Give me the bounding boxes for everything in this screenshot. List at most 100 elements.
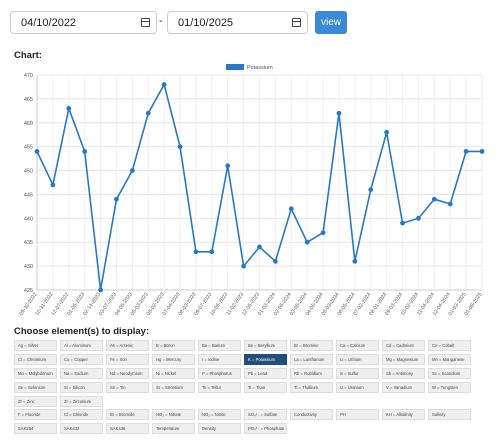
date-from-input[interactable]: 04/10/2022 — [10, 11, 157, 34]
data-point — [145, 110, 151, 116]
element-option[interactable]: Be = Beryllium — [244, 340, 287, 351]
y-tick-label: 425 — [24, 288, 33, 294]
y-tick-label: 440 — [24, 216, 33, 222]
element-option[interactable]: Hg = Mercury — [152, 354, 195, 365]
parameter-option[interactable]: Br = Bromide — [106, 409, 149, 420]
element-option[interactable]: P = Phosphorus — [198, 368, 241, 379]
data-point — [288, 206, 294, 212]
parameter-option[interactable]: Salinity — [428, 409, 471, 420]
data-point — [368, 187, 374, 193]
parameter-option[interactable]: Cl = Chloride — [60, 409, 103, 420]
data-point — [177, 144, 183, 150]
element-option[interactable]: Cl = Chromium — [14, 354, 57, 365]
element-option[interactable]: Ti = Titan — [244, 382, 287, 393]
data-point — [447, 201, 453, 207]
data-point — [463, 149, 469, 154]
data-point — [479, 149, 485, 154]
element-option[interactable]: Sb = Antimony — [382, 368, 425, 379]
element-option[interactable]: Sr = Strontium — [152, 382, 195, 393]
y-tick-label: 435 — [24, 240, 33, 246]
parameter-option[interactable]: Density — [198, 423, 241, 434]
element-option[interactable]: Mo = Molybdenum — [14, 368, 57, 379]
y-tick-label: 470 — [24, 73, 33, 79]
element-option[interactable]: Cd = Cadmium — [382, 340, 425, 351]
parameter-option[interactable]: SAK436 — [106, 423, 149, 434]
element-option[interactable]: Li = Lithium — [336, 354, 379, 365]
data-point — [336, 110, 342, 116]
data-point — [320, 230, 326, 236]
element-option[interactable]: La = Lanthanum — [290, 354, 333, 365]
data-point — [416, 215, 421, 221]
chart-heading: Chart: — [14, 50, 42, 61]
element-option[interactable]: Se = Selenium — [14, 382, 57, 393]
data-point — [193, 249, 199, 255]
data-point — [50, 182, 56, 188]
data-point — [272, 258, 278, 264]
parameter-option[interactable]: Conductivity — [290, 409, 333, 420]
data-point — [161, 82, 167, 87]
data-point — [209, 249, 215, 255]
element-option[interactable]: Sc = Scandium — [428, 368, 471, 379]
calendar-icon[interactable] — [141, 18, 150, 27]
element-option[interactable]: Al = Aluminum — [60, 340, 103, 351]
legend-label: Potassium — [247, 65, 273, 71]
parameter-option[interactable]: SAK254 — [14, 423, 57, 434]
date-to-input[interactable]: 01/10/2025 — [167, 11, 308, 34]
data-point — [431, 196, 437, 202]
parameter-option[interactable]: NO₂ = Nitrite — [198, 409, 241, 420]
parameter-option[interactable]: KH = Alkalinity — [382, 409, 425, 420]
element-option[interactable]: Zr = Zinc — [14, 396, 57, 407]
element-option[interactable]: V = Vanadium — [382, 382, 425, 393]
element-option[interactable]: Ag = Silver — [14, 340, 57, 351]
parameter-option[interactable]: Temperature — [152, 423, 195, 434]
y-tick-label: 450 — [24, 169, 33, 175]
data-point — [34, 149, 40, 154]
element-option[interactable]: Sn = Tin — [106, 382, 149, 393]
calendar-icon[interactable] — [292, 18, 301, 27]
element-option[interactable]: Te = Tellur — [198, 382, 241, 393]
parameter-option[interactable]: PH — [336, 409, 379, 420]
parameter-option[interactable]: NO₃ = Nitrate — [152, 409, 195, 420]
date-separator: - — [159, 15, 163, 27]
element-option[interactable]: As = Arsenic — [106, 340, 149, 351]
element-option[interactable]: B = Boron — [152, 340, 195, 351]
y-tick-label: 455 — [24, 145, 33, 151]
element-option[interactable]: Co = Cobalt — [428, 340, 471, 351]
element-option[interactable]: Ca = Calcium — [336, 340, 379, 351]
parameter-option[interactable]: SAK433 — [60, 423, 103, 434]
y-tick-label: 465 — [24, 97, 33, 103]
element-option[interactable]: Tl = Thallium — [290, 382, 333, 393]
data-point — [129, 168, 135, 173]
element-option[interactable]: Pb = Lead — [244, 368, 287, 379]
element-option[interactable]: Si = Silicon — [60, 382, 103, 393]
data-point — [241, 263, 247, 269]
element-option[interactable]: Ni = Nickel — [152, 368, 195, 379]
element-option[interactable]: K = Potassium — [244, 354, 287, 365]
element-option[interactable]: Fe = Iron — [106, 354, 149, 365]
element-option[interactable]: W = Tungsten — [428, 382, 471, 393]
view-button[interactable]: view — [315, 11, 347, 34]
parameter-option[interactable]: F = Fluoride — [14, 409, 57, 420]
y-tick-label: 430 — [24, 264, 33, 270]
element-option[interactable]: Nd = Neodymium — [106, 368, 149, 379]
element-option[interactable]: U = Uranium — [336, 382, 379, 393]
element-option[interactable]: Mg = Magnesium — [382, 354, 425, 365]
element-option[interactable]: Cu = Copper — [60, 354, 103, 365]
data-point — [352, 258, 358, 264]
data-point — [82, 149, 88, 154]
element-option[interactable]: Rb = Rubidium — [290, 368, 333, 379]
element-option[interactable]: I = Iodine — [198, 354, 241, 365]
element-option[interactable]: Mn = Manganese — [428, 354, 471, 365]
element-option[interactable]: Br = Bromine — [290, 340, 333, 351]
element-option[interactable]: Na = Sodium — [60, 368, 103, 379]
date-to-value: 01/10/2025 — [178, 16, 234, 29]
y-tick-label: 445 — [24, 192, 33, 198]
element-option[interactable]: Ba = Barium — [198, 340, 241, 351]
potassium-line-chart: 42543043544044545045546046547009-30-2022… — [18, 64, 485, 317]
parameter-option[interactable]: PO₄³⁻ = Phosphate — [244, 423, 287, 434]
data-point — [384, 129, 390, 135]
data-point — [304, 239, 310, 245]
parameter-option[interactable]: SO₄²⁻ = Sulfate — [244, 409, 287, 420]
element-option[interactable]: Zr = Zirconium — [60, 396, 103, 407]
element-option[interactable]: S = Sulfur — [336, 368, 379, 379]
